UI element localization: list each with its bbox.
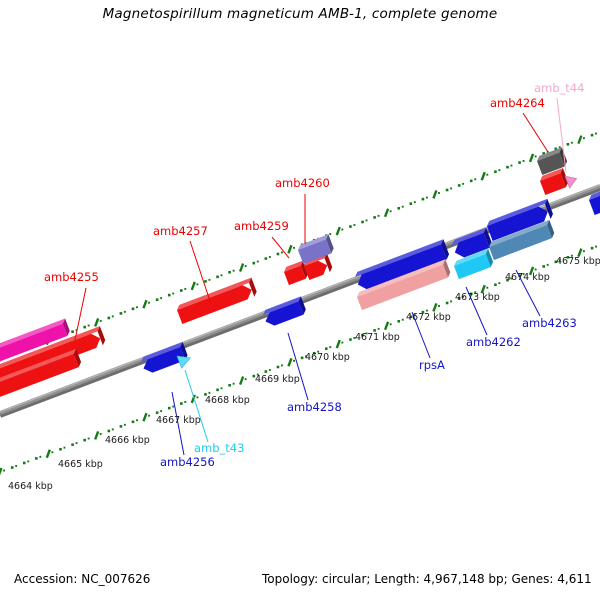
- feature-label-amb4260[interactable]: amb4260: [275, 176, 330, 190]
- feature-glyph-amb4255-lower[interactable]: [0, 348, 82, 402]
- feature-glyph-amb4262[interactable]: [451, 227, 494, 260]
- feature-glyph-amb4259[interactable]: [283, 260, 310, 286]
- feature-glyph-amb4255-product[interactable]: [0, 318, 71, 365]
- scale-tick-label: 4668 kbp: [205, 395, 250, 406]
- feature-label-amb4264[interactable]: amb4264: [490, 96, 545, 110]
- feature-label-amb4257[interactable]: amb4257: [153, 224, 208, 238]
- feature-glyph-right-edge-gene[interactable]: [588, 186, 600, 215]
- scale-tick-label: 4673 kbp: [455, 292, 500, 303]
- label-leader-lines: [74, 97, 567, 456]
- scale-tick-label: 4667 kbp: [156, 415, 201, 426]
- feature-glyph-amb4256[interactable]: [140, 341, 189, 375]
- leader-line-amb4255: [74, 287, 87, 341]
- feature-glyph-layer[interactable]: [0, 147, 600, 402]
- accession-text: Accession: NC_007626: [14, 572, 151, 586]
- feature-label-amb4255[interactable]: amb4255: [44, 270, 99, 284]
- leader-line-amb4257: [189, 240, 211, 302]
- leader-line-amb4263: [515, 269, 541, 317]
- feature-glyph-rpsA-product[interactable]: [356, 259, 452, 311]
- scale-label-layer: 4664 kbp 4665 kbp 4666 kbp 4667 kbp 4668 kbp…: [8, 256, 600, 492]
- feature-label-amb4259[interactable]: amb4259: [234, 219, 289, 233]
- feature-label-amb_t43[interactable]: amb_t43: [194, 441, 244, 455]
- leader-line-amb4259: [271, 236, 290, 259]
- feature-label-amb4263[interactable]: amb4263: [522, 316, 577, 330]
- feature-label-amb_t44[interactable]: amb_t44: [534, 81, 584, 95]
- feature-glyph-amb4260[interactable]: [303, 253, 334, 281]
- scale-tick-label: 4672 kbp: [406, 312, 451, 323]
- feature-glyph-rpsA[interactable]: [354, 239, 451, 292]
- scale-tick-label: 4671 kbp: [355, 332, 400, 343]
- scale-tick-label: 4675 kbp: [556, 256, 600, 267]
- feature-glyph-amb4264-gene[interactable]: [539, 168, 570, 196]
- feature-label-amb4262[interactable]: amb4262: [466, 335, 521, 349]
- leader-line-rpsA: [411, 311, 431, 359]
- scale-tick-label: 4664 kbp: [8, 481, 53, 492]
- feature-glyph-amb4260-product[interactable]: [297, 234, 336, 265]
- scale-tick-label: 4670 kbp: [305, 352, 350, 363]
- feature-glyph-amb4257[interactable]: [176, 277, 258, 325]
- scale-tick-label: 4674 kbp: [505, 272, 550, 283]
- leader-line-amb_t44: [556, 97, 567, 173]
- feature-glyph-amb4263[interactable]: [486, 198, 555, 241]
- feature-glyph-amb4263-product[interactable]: [488, 219, 556, 261]
- page-title: Magnetospirillum magneticum AMB-1, compl…: [102, 6, 498, 22]
- scale-tick-label: 4665 kbp: [58, 459, 103, 470]
- genome-stats-text: Topology: circular; Length: 4,967,148 bp…: [262, 572, 592, 586]
- feature-glyph-amb_t44[interactable]: [564, 172, 579, 189]
- leader-line-amb4256: [171, 391, 185, 456]
- scale-tick-label: 4666 kbp: [105, 435, 150, 446]
- leader-line-amb4258: [287, 332, 309, 401]
- feature-label-amb4258[interactable]: amb4258: [287, 400, 342, 414]
- feature-glyph-amb4258[interactable]: [262, 296, 308, 328]
- feature-glyph-amb_t43[interactable]: [176, 352, 193, 369]
- leader-line-amb4262: [465, 286, 488, 336]
- feature-label-amb4256[interactable]: amb4256: [160, 455, 215, 469]
- feature-label-rpsA[interactable]: rpsA: [419, 358, 445, 372]
- leader-line-amb4264: [522, 112, 549, 153]
- feature-glyph-amb4262-product[interactable]: [453, 248, 495, 280]
- leader-line-amb_t43: [184, 369, 209, 443]
- scale-tick-label: 4669 kbp: [255, 374, 300, 385]
